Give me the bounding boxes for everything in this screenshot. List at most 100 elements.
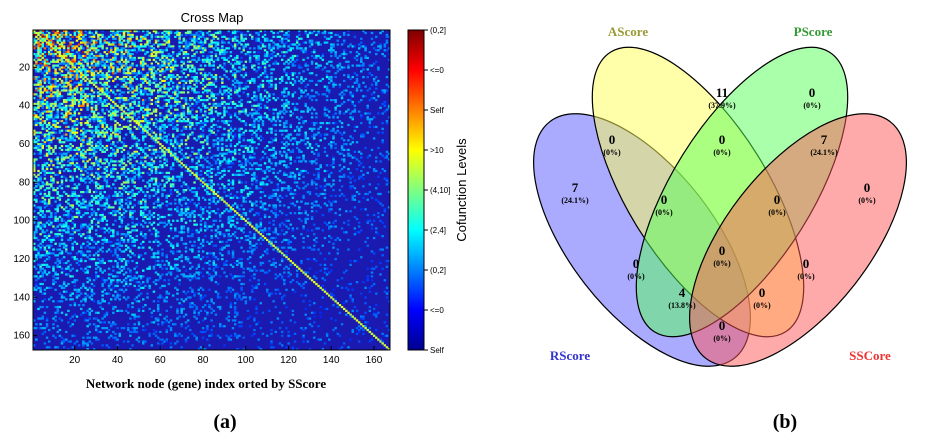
heatmap-cell (208, 112, 211, 115)
heatmap-cell (332, 183, 335, 186)
heatmap-cell (278, 112, 282, 115)
heatmap-cell (94, 74, 98, 77)
heatmap-cell (255, 179, 258, 182)
heatmap-cell (82, 60, 85, 63)
heatmap-cell (127, 108, 130, 111)
heatmap-cell (167, 74, 171, 77)
heatmap-cell (129, 169, 132, 173)
heatmap-cell (129, 127, 132, 130)
heatmap-cell (45, 154, 49, 157)
heatmap-cell (60, 154, 64, 157)
heatmap-cell (37, 64, 40, 67)
heatmap-cell (73, 97, 77, 100)
heatmap-cell (244, 37, 248, 40)
heatmap-cell (101, 64, 104, 67)
heatmap-cell (332, 160, 335, 163)
heatmap-cell (139, 91, 143, 94)
heatmap-cell (310, 135, 314, 138)
heatmap-cell (357, 164, 361, 167)
heatmap-cell (45, 68, 49, 71)
heatmap-cell (251, 112, 254, 115)
heatmap-cell (270, 118, 273, 121)
heatmap-cell (221, 154, 224, 157)
heatmap-cell (33, 118, 36, 121)
heatmap-cell (103, 85, 106, 88)
heatmap-cell (210, 114, 213, 117)
heatmap-cell (184, 146, 188, 150)
heatmap-cell (65, 54, 68, 58)
heatmap-cell (191, 160, 194, 163)
heatmap-cell (82, 167, 85, 171)
heatmap-cell (285, 33, 288, 37)
heatmap-cell (39, 85, 42, 88)
heatmap-cell (107, 85, 111, 88)
heatmap-cell (58, 37, 62, 40)
heatmap-cell (92, 75, 96, 79)
heatmap-cell (47, 41, 51, 44)
heatmap-cell (332, 166, 335, 169)
heatmap-cell (114, 108, 117, 111)
heatmap-cell (154, 148, 158, 152)
heatmap-cell (325, 62, 329, 65)
heatmap-cell (238, 81, 241, 84)
heatmap-cell (120, 104, 124, 107)
heatmap-cell (221, 146, 224, 150)
heatmap-cell (355, 79, 359, 83)
heatmap-cell (45, 79, 49, 83)
heatmap-cell (349, 91, 352, 94)
heatmap-cell (56, 173, 59, 176)
heatmap-cell (99, 143, 102, 146)
heatmap-cell (163, 158, 166, 161)
heatmap-cell (159, 114, 162, 117)
heatmap-cell (246, 150, 250, 153)
heatmap-cell (92, 95, 96, 98)
heatmap-cell (133, 114, 136, 117)
heatmap-cell (218, 152, 222, 155)
heatmap-cell (231, 66, 235, 69)
heatmap-cell (180, 166, 183, 169)
heatmap-cell (161, 179, 164, 182)
heatmap-cell (139, 43, 143, 46)
heatmap-cell (161, 79, 164, 83)
heatmap-cell (372, 91, 376, 94)
heatmap-cell (212, 154, 216, 157)
heatmap-cell (122, 181, 126, 184)
heatmap-cell (218, 164, 222, 167)
heatmap-cell (227, 91, 230, 94)
heatmap-cell (165, 164, 168, 167)
heatmap-cell (204, 104, 207, 107)
heatmap-cell (381, 127, 384, 130)
heatmap-cell (278, 54, 282, 58)
heatmap-cell (97, 125, 100, 129)
heatmap-cell (342, 66, 346, 69)
heatmap-cell (375, 169, 378, 173)
heatmap-cell (223, 112, 226, 115)
heatmap-cell (105, 131, 109, 134)
heatmap-cell (82, 166, 85, 169)
heatmap-cell (103, 64, 106, 67)
heatmap-cell (362, 173, 365, 176)
heatmap-cell (332, 83, 335, 86)
heatmap-cell (306, 108, 310, 111)
heatmap-cell (180, 104, 183, 107)
heatmap-cell (379, 31, 382, 35)
heatmap-cell (47, 81, 51, 84)
heatmap-cell (319, 185, 322, 188)
heatmap-cell (214, 97, 218, 100)
heatmap-cell (189, 60, 192, 63)
heatmap-cell (263, 177, 267, 180)
heatmap-cell (150, 91, 154, 94)
heatmap-cell (73, 187, 77, 190)
heatmap-cell (35, 100, 38, 104)
heatmap-cell (370, 74, 374, 77)
heatmap-cell (94, 177, 98, 180)
heatmap-cell (201, 127, 205, 130)
heatmap-cell (54, 60, 57, 63)
heatmap-cell (347, 64, 350, 67)
heatmap-cell (197, 45, 201, 48)
heatmap-cell (114, 54, 117, 58)
heatmap-cell (80, 95, 83, 98)
heatmap-cell (37, 116, 40, 119)
heatmap-cell (37, 56, 40, 60)
heatmap-cell (180, 139, 183, 142)
